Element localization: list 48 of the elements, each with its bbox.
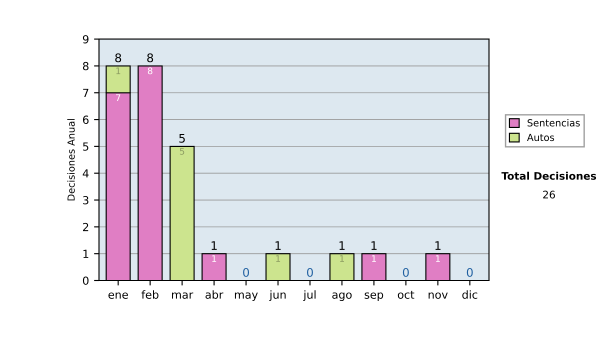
data-label: 1 [436,255,440,262]
y-tick-label: 5 [83,142,88,151]
legend-label: Autos [527,134,554,142]
x-tick-label: jun [269,290,286,301]
y-axis-title: Decisiones Anual [67,119,75,200]
x-tick-label: oct [398,290,414,299]
total-label: 1 [371,241,377,250]
y-tick-label: 4 [82,169,89,178]
y-tick-label: 3 [83,196,88,204]
x-tick-label: feb [142,290,158,299]
y-tick-label: 2 [83,222,88,232]
legend-label: Sentencias [528,118,580,127]
data-label: 1 [276,255,280,262]
y-tick-label: 1 [83,250,88,258]
data-label: 1 [372,255,376,262]
data-label: 1 [212,255,216,262]
x-tick-label: sep [364,292,384,301]
total-label: 8 [115,53,122,62]
total-label: 0 [402,268,409,277]
x-tick-label: may [234,292,258,301]
data-label: 5 [180,148,184,155]
data-label: 1 [340,255,344,262]
y-tick-label: 6 [82,116,89,124]
total-label: 1 [339,241,345,250]
total-label: 1 [435,241,441,250]
y-tick-label: 9 [82,35,88,44]
x-tick-label: mar [172,292,194,299]
y-tick-label: 0 [82,276,89,285]
x-tick-label: dic [462,290,478,299]
x-tick-label: nov [428,292,448,299]
x-tick-label: ene [108,292,128,299]
total-label: 0 [243,268,250,277]
x-tick-label: abr [206,290,224,299]
total-label: 1 [212,241,217,250]
data-label: 1 [116,68,120,74]
x-tick-label: ago [332,292,352,301]
data-label: 7 [116,94,120,101]
total-label: 1 [276,241,281,250]
text: 26 [543,190,555,199]
y-tick-label: 8 [82,62,89,70]
total-label: 0 [466,268,473,277]
y-tick-label: 7 [83,88,88,97]
total-label: 0 [307,268,313,277]
total-label: 8 [147,53,154,62]
x-tick-label: jul [303,290,316,301]
data-label: 8 [148,67,152,74]
text: Total Decisiones [501,172,596,180]
total-label: 5 [179,134,185,143]
